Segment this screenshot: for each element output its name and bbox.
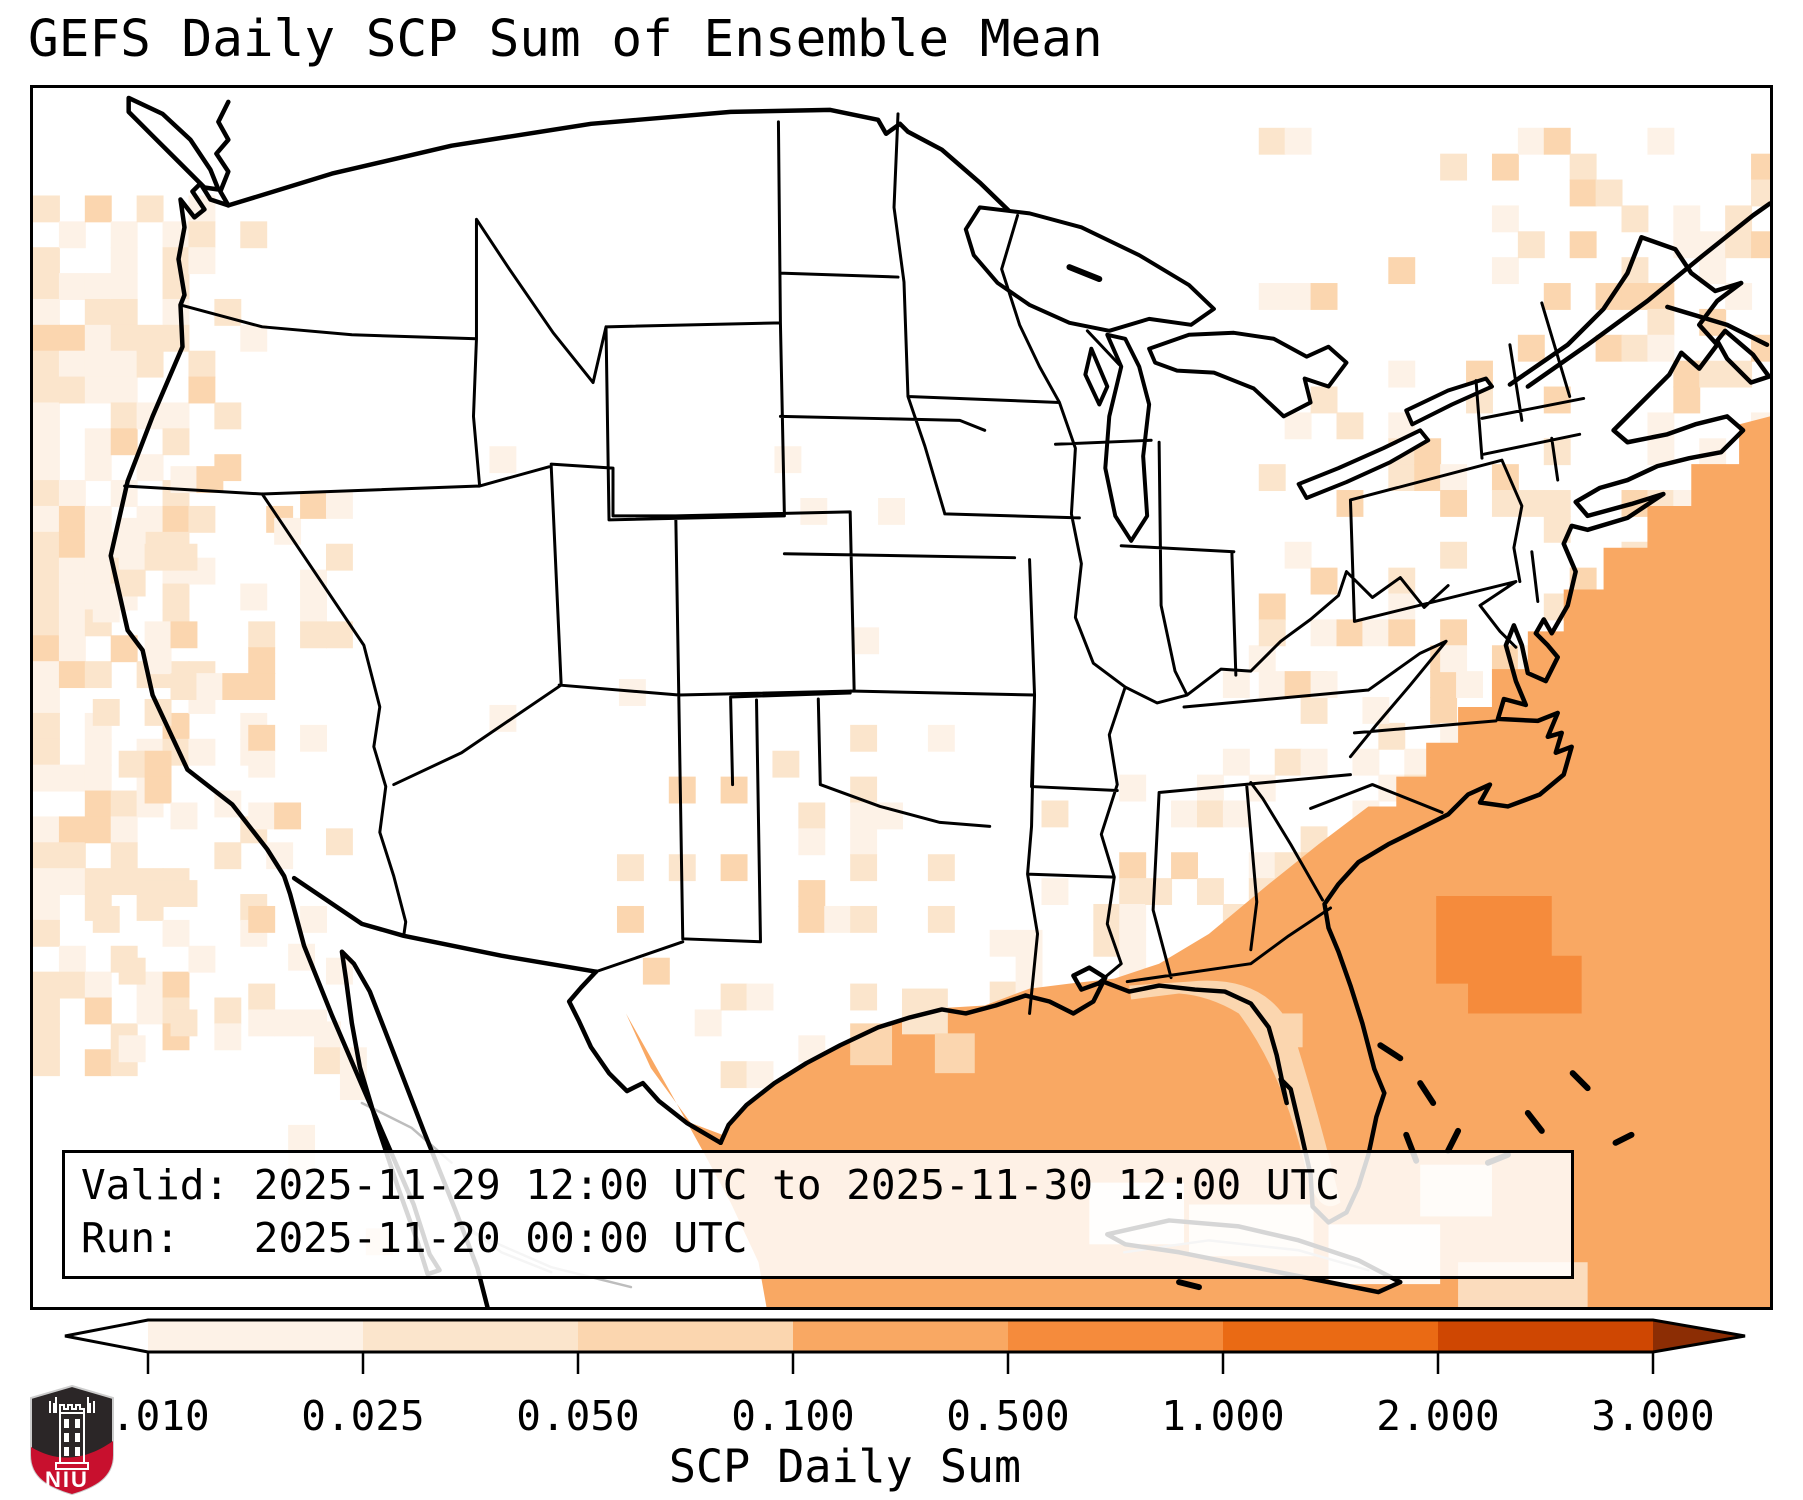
colorbar-ticks [146, 1352, 1655, 1374]
niu-shield-red [31, 1441, 113, 1494]
tick-label: 0.050 [516, 1392, 639, 1440]
isle-of-youth [1176, 1279, 1202, 1291]
map-frame [30, 85, 1773, 1310]
run-line: Run: 2025-11-20 00:00 UTC [81, 1214, 748, 1263]
lake-ontario [1404, 376, 1494, 427]
state-boundaries [123, 112, 1586, 1015]
tick-label: 3.000 [1591, 1392, 1714, 1440]
lake-michigan [1103, 332, 1152, 543]
colorbar-segment [1223, 1320, 1438, 1352]
gulf-atlantic-shade [625, 416, 1770, 1307]
tick-label: 0.500 [946, 1392, 1069, 1440]
colorbar-segment [578, 1320, 793, 1352]
atlantic-dark-blob [1436, 896, 1582, 1014]
green-bay [1083, 346, 1110, 407]
pacific-coastline [108, 99, 490, 1307]
colorbar-segment [363, 1320, 578, 1352]
lake-superior [963, 205, 1216, 333]
lake-erie [1296, 428, 1431, 500]
rio-grande-border [566, 969, 723, 1146]
nova-scotia-outline [1714, 328, 1770, 385]
great-lakes [963, 205, 1494, 543]
niu-castle-windows [64, 1419, 80, 1456]
st-lawrence-river [1525, 201, 1770, 389]
colorbar-segments [65, 1320, 1745, 1352]
lake-huron [1147, 330, 1349, 419]
tick-label: 0.025 [301, 1392, 424, 1440]
isle-royale [1066, 264, 1103, 283]
tick-label: 0.100 [731, 1392, 854, 1440]
colorbar-segment [1008, 1320, 1223, 1352]
colorbar-under-arrow [65, 1320, 148, 1352]
colorbar-tick-labels: 0.010 0.025 0.050 0.100 0.500 1.000 2.00… [86, 1392, 1714, 1440]
colorbar-axis-label: SCP Daily Sum [668, 1440, 1022, 1493]
tick-label: 1.000 [1161, 1392, 1284, 1440]
colorbar-over-arrow [1653, 1320, 1745, 1352]
niu-logo-text: NIU [45, 1467, 89, 1492]
colorbar-segment [1438, 1320, 1653, 1352]
colorbar: 0.010 0.025 0.050 0.100 0.500 1.000 2.00… [64, 1318, 1746, 1440]
us-scp-map [33, 95, 1770, 1307]
florida-interior-shade [1129, 980, 1341, 1207]
vancouver-island-outline [126, 95, 221, 192]
tick-label: 2.000 [1376, 1392, 1499, 1440]
canada-border-east [1507, 235, 1744, 387]
colorbar-segment [148, 1320, 363, 1352]
mexico-border-west [291, 875, 599, 974]
gaspe-shore [1665, 304, 1770, 347]
niu-logo-icon: NIU [30, 1384, 114, 1496]
valid-line: Valid: 2025-11-29 12:00 UTC to 2025-11-3… [81, 1161, 1340, 1209]
niu-castle-icon [49, 1397, 95, 1470]
page-title: GEFS Daily SCP Sum of Ensemble Mean [28, 10, 1103, 69]
canada-border-west [226, 107, 1016, 218]
valid-run-box: Valid: 2025-11-29 12:00 UTC to 2025-11-3… [62, 1150, 1574, 1279]
atlantic-gulf-coastline [718, 280, 1746, 1225]
colorbar-segment [793, 1320, 1008, 1352]
